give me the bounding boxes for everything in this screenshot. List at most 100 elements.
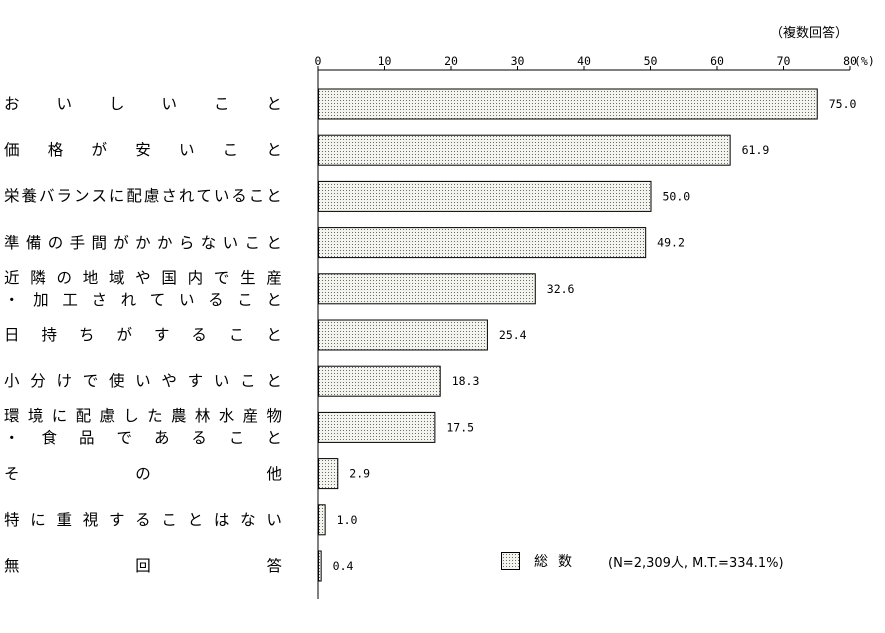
category-label: 無回答 — [4, 555, 282, 577]
bar — [318, 411, 436, 443]
category-label-char: こ — [213, 95, 230, 113]
category-label-char: こ — [237, 290, 253, 309]
category-label-char: な — [240, 510, 256, 529]
category-label-char: の — [47, 233, 64, 252]
category-label-char: か — [157, 233, 173, 252]
category-label-char: 無 — [4, 557, 20, 575]
category-label-char: で — [213, 268, 230, 287]
category-label-char: バ — [38, 187, 55, 206]
category-label-char: に — [51, 407, 68, 426]
category-label-char: す — [187, 372, 204, 391]
category-label-char: い — [135, 372, 151, 391]
category-label-char: の — [135, 464, 151, 483]
category-label-char: し — [123, 407, 139, 426]
bar — [318, 227, 647, 259]
category-label: おいしいこと — [4, 93, 282, 115]
bar — [318, 504, 326, 536]
category-label-char: い — [161, 95, 177, 113]
category-label-char: 産 — [266, 268, 282, 287]
x-tick-label: 0 — [315, 54, 322, 68]
category-label-char: 間 — [91, 233, 107, 252]
category-label-line: その他 — [4, 463, 282, 485]
category-label: 日持ちがすること — [4, 324, 282, 346]
bar-value-label: 50.0 — [663, 189, 691, 203]
category-label-char: 特 — [4, 510, 20, 529]
category-label-char: い — [178, 141, 195, 160]
category-label-line: おいしいこと — [4, 93, 282, 115]
category-label: 準備の手間がかからないこと — [4, 232, 282, 254]
category-label-char: け — [56, 372, 72, 391]
category-label-char: 格 — [47, 141, 64, 160]
category-label-line: 無回答 — [4, 555, 282, 577]
bar — [318, 88, 818, 120]
category-label-line: 日持ちがすること — [4, 324, 282, 346]
category-label-char: 国 — [161, 268, 177, 287]
category-label-char: る — [208, 290, 224, 309]
bar-value-label: 18.3 — [452, 374, 480, 388]
category-label-char: こ — [228, 429, 245, 448]
category-label-line: 栄養バランスに配慮されていること — [4, 185, 282, 207]
category-label-char: 配 — [75, 407, 92, 426]
category-label-char: い — [213, 372, 230, 391]
category-label-char: る — [135, 510, 151, 529]
category-label-char: ・ — [4, 429, 20, 448]
category-label: 環境に配慮した農林水産物・ 食 品 で あ る こ と — [4, 405, 282, 449]
category-label-char: 備 — [25, 233, 42, 252]
bar — [318, 319, 488, 351]
category-label-char: 内 — [187, 268, 204, 287]
category-label-line: 小分けで使いやすいこと — [4, 370, 282, 392]
x-tick-label: 20 — [444, 54, 458, 68]
category-label: その他 — [4, 463, 282, 485]
category-label-char: い — [222, 233, 239, 252]
bar-value-label: 32.6 — [547, 282, 575, 296]
category-label-char: こ — [244, 233, 260, 252]
category-label-char: 使 — [108, 372, 125, 391]
category-label-char: て — [196, 187, 212, 206]
category-label-char: 近 — [4, 268, 20, 287]
bar-value-label: 49.2 — [657, 236, 685, 250]
category-label-char: の — [56, 268, 72, 287]
category-label-char: い — [213, 187, 230, 206]
category-label-char: な — [200, 233, 217, 252]
category-label-char: さ — [91, 290, 107, 309]
category-label-char: お — [4, 95, 20, 113]
category-label-char: 栄 — [4, 187, 20, 206]
bar-value-label: 25.4 — [499, 328, 527, 342]
category-label: 栄養バランスに配慮されていること — [4, 185, 282, 207]
category-label-char: と — [266, 141, 282, 160]
category-label-char: 分 — [30, 372, 46, 391]
legend-swatch — [501, 552, 520, 570]
bar-value-label: 1.0 — [337, 513, 358, 527]
category-label-char: と — [266, 326, 282, 344]
category-label-char: 回 — [135, 557, 151, 575]
category-label-char: と — [266, 233, 282, 252]
category-label-char: 安 — [135, 141, 151, 160]
category-label-line: 特に重視することはない — [4, 509, 282, 531]
category-label-char: る — [191, 326, 207, 344]
multiple-answer-note: （複数回答） — [770, 26, 849, 41]
bar — [318, 180, 652, 212]
category-label-char: に — [108, 187, 125, 206]
category-label-char: る — [191, 429, 207, 448]
category-label-char: ラ — [56, 187, 72, 206]
category-label-char: ン — [73, 187, 90, 206]
category-label-char: 品 — [78, 429, 95, 448]
category-label-char: 産 — [242, 407, 259, 426]
bar — [318, 458, 339, 490]
category-label-char: ・ — [4, 290, 20, 309]
category-label-char: 手 — [69, 233, 86, 252]
category-label-char: 境 — [27, 407, 44, 426]
category-label-char: と — [266, 95, 282, 113]
category-label-char: て — [149, 290, 166, 309]
category-label-char: と — [266, 290, 282, 309]
category-label-char: ス — [91, 187, 107, 206]
category-label-char: や — [135, 268, 151, 287]
category-label-char: 価 — [4, 141, 20, 160]
category-label: 特に重視することはない — [4, 509, 282, 531]
category-label-char: 食 — [41, 429, 57, 448]
category-label-char: 準 — [4, 233, 20, 252]
category-label-char: 慮 — [143, 187, 160, 206]
category-label-char: 視 — [82, 510, 99, 529]
bar-value-label: 61.9 — [742, 143, 770, 157]
